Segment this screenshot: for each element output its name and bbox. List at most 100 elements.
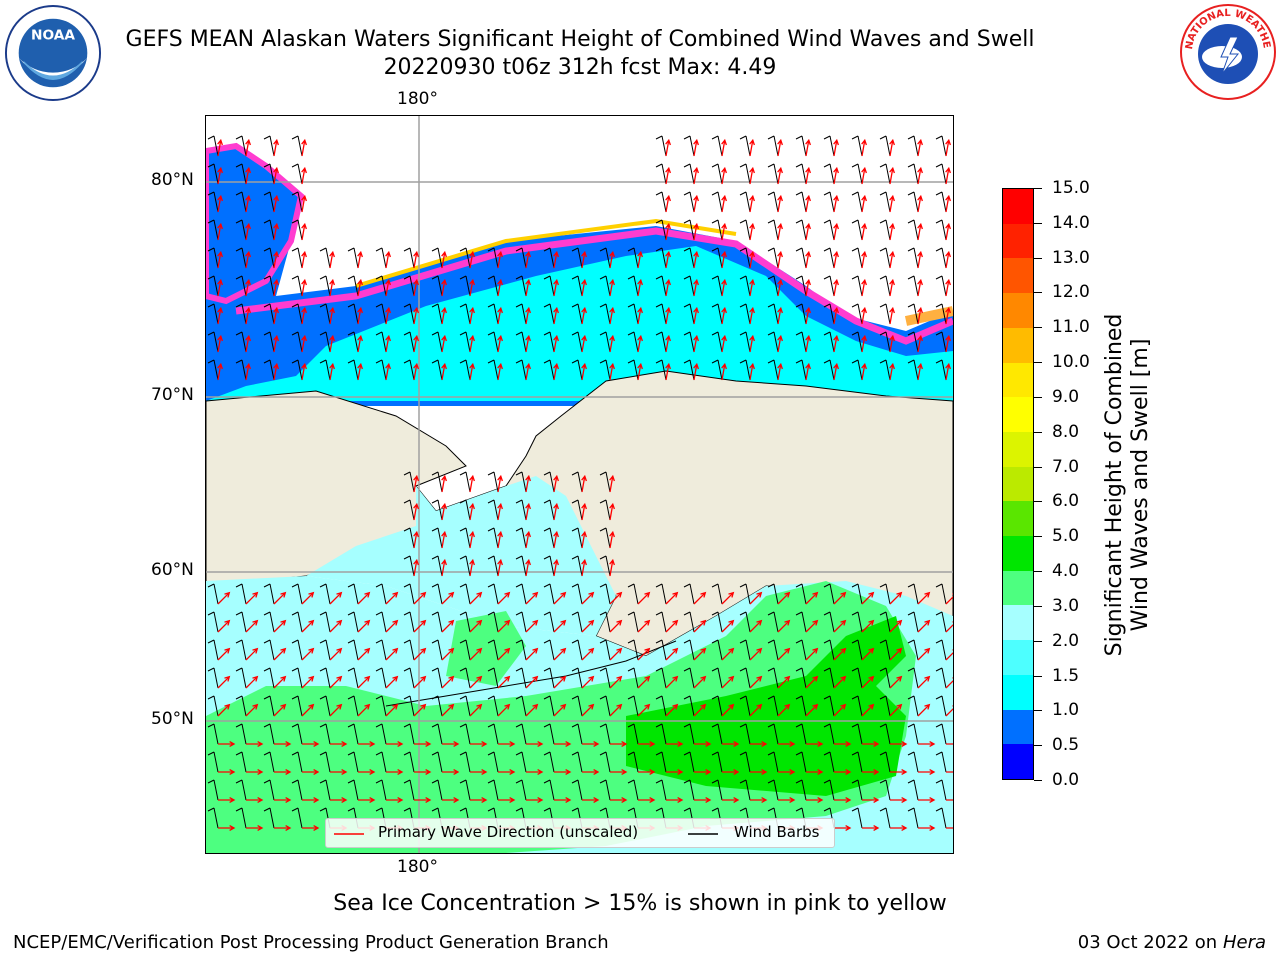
wave-direction-arrow — [581, 675, 595, 689]
wave-direction-arrow — [273, 194, 279, 213]
wave-direction-arrow — [581, 647, 595, 661]
wave-direction-arrow — [609, 474, 615, 493]
wave-direction-arrow — [889, 675, 903, 689]
wind-barb — [627, 723, 639, 745]
wind-barb — [655, 639, 667, 661]
wind-barb — [207, 611, 219, 633]
wave-direction-arrow — [553, 250, 559, 269]
wind-barb — [935, 163, 947, 185]
wind-barb — [627, 583, 639, 605]
wave-direction-arrow — [609, 591, 623, 605]
wave-direction-arrow — [525, 502, 531, 521]
wind-barb — [683, 135, 695, 157]
wave-direction-arrow — [749, 675, 763, 689]
wind-barb — [431, 499, 443, 521]
wind-barb — [319, 583, 331, 605]
wave-direction-arrow — [413, 591, 427, 605]
wave-direction-arrow — [721, 647, 735, 661]
wind-barb — [207, 695, 219, 717]
wave-direction-arrow — [890, 825, 908, 831]
colorbar-segment — [1003, 604, 1033, 641]
wave-direction-arrow — [301, 619, 315, 633]
wave-direction-arrow — [665, 675, 679, 689]
wind-barb — [263, 359, 275, 381]
wave-direction-arrow — [413, 250, 419, 269]
wave-direction-arrow — [245, 703, 259, 717]
wave-direction-arrow — [638, 797, 656, 803]
wave-direction-arrow — [945, 250, 951, 269]
wind-barb — [263, 135, 275, 157]
wave-direction-arrow — [665, 278, 671, 297]
wave-direction-arrow — [946, 771, 953, 773]
wind-barb — [543, 499, 555, 521]
wave-direction-arrow — [385, 278, 391, 297]
wave-direction-arrow — [386, 797, 404, 803]
wind-barb — [935, 695, 947, 717]
wind-barb — [599, 555, 611, 577]
wave-direction-arrow — [945, 166, 951, 185]
wave-direction-arrow — [525, 703, 539, 717]
wave-direction-arrow — [945, 362, 951, 381]
wave-direction-arrow — [581, 558, 587, 577]
wave-direction-arrow — [525, 362, 531, 381]
wind-barb — [235, 695, 247, 717]
wave-direction-arrow — [721, 703, 735, 717]
wind-barb — [487, 499, 499, 521]
wind-barb — [403, 275, 415, 297]
wind-barb — [235, 331, 247, 353]
wind-barb — [683, 611, 695, 633]
wind-barb — [487, 583, 499, 605]
wave-direction-arrow — [805, 194, 811, 213]
wind-barb — [515, 723, 527, 745]
wave-direction-arrow — [889, 250, 895, 269]
wind-barb — [767, 331, 779, 353]
wind-barb — [319, 779, 331, 801]
wave-direction-arrow — [609, 558, 615, 577]
wave-direction-arrow — [750, 769, 768, 775]
wind-barb — [235, 611, 247, 633]
wave-direction-arrow — [245, 362, 251, 381]
colorbar-tick-label: 11.0 — [1052, 317, 1090, 338]
wind-barb — [655, 163, 667, 185]
wind-barb — [207, 191, 219, 213]
wind-barb — [263, 611, 275, 633]
wave-direction-arrow — [665, 619, 679, 633]
wind-barb — [375, 303, 387, 325]
wave-direction-arrow — [441, 675, 455, 689]
wave-direction-arrow — [777, 166, 783, 185]
wind-barb — [823, 751, 835, 773]
wind-barb — [487, 275, 499, 297]
wind-barb — [431, 471, 443, 493]
wave-direction-arrow — [441, 278, 447, 297]
wave-direction-arrow — [553, 647, 567, 661]
wind-barb — [543, 751, 555, 773]
wind-barb — [515, 275, 527, 297]
wind-barb — [907, 163, 919, 185]
wind-barb — [739, 219, 751, 241]
wave-direction-arrow — [330, 797, 348, 803]
wave-direction-arrow — [273, 703, 287, 717]
wind-barb — [879, 779, 891, 801]
map-panel — [205, 115, 954, 854]
wind-barb — [291, 191, 303, 213]
wind-barb — [907, 303, 919, 325]
wave-direction-arrow — [749, 306, 755, 325]
wind-barb — [291, 695, 303, 717]
wave-direction-arrow — [469, 278, 475, 297]
wave-direction-arrow — [554, 797, 572, 803]
wind-barb — [235, 247, 247, 269]
wave-direction-arrow — [609, 647, 623, 661]
wave-direction-arrow — [553, 362, 559, 381]
svg-text:NOAA: NOAA — [31, 27, 75, 43]
wave-direction-arrow — [637, 278, 643, 297]
wind-barb — [291, 219, 303, 241]
wind-barb — [235, 191, 247, 213]
wave-direction-arrow — [777, 334, 783, 353]
wave-direction-arrow — [526, 741, 544, 747]
wave-direction-arrow — [441, 334, 447, 353]
wave-direction-arrow — [581, 362, 587, 381]
wave-direction-arrow — [833, 334, 839, 353]
wave-direction-arrow — [441, 362, 447, 381]
wind-barb — [207, 583, 219, 605]
wave-direction-arrow — [861, 591, 875, 605]
